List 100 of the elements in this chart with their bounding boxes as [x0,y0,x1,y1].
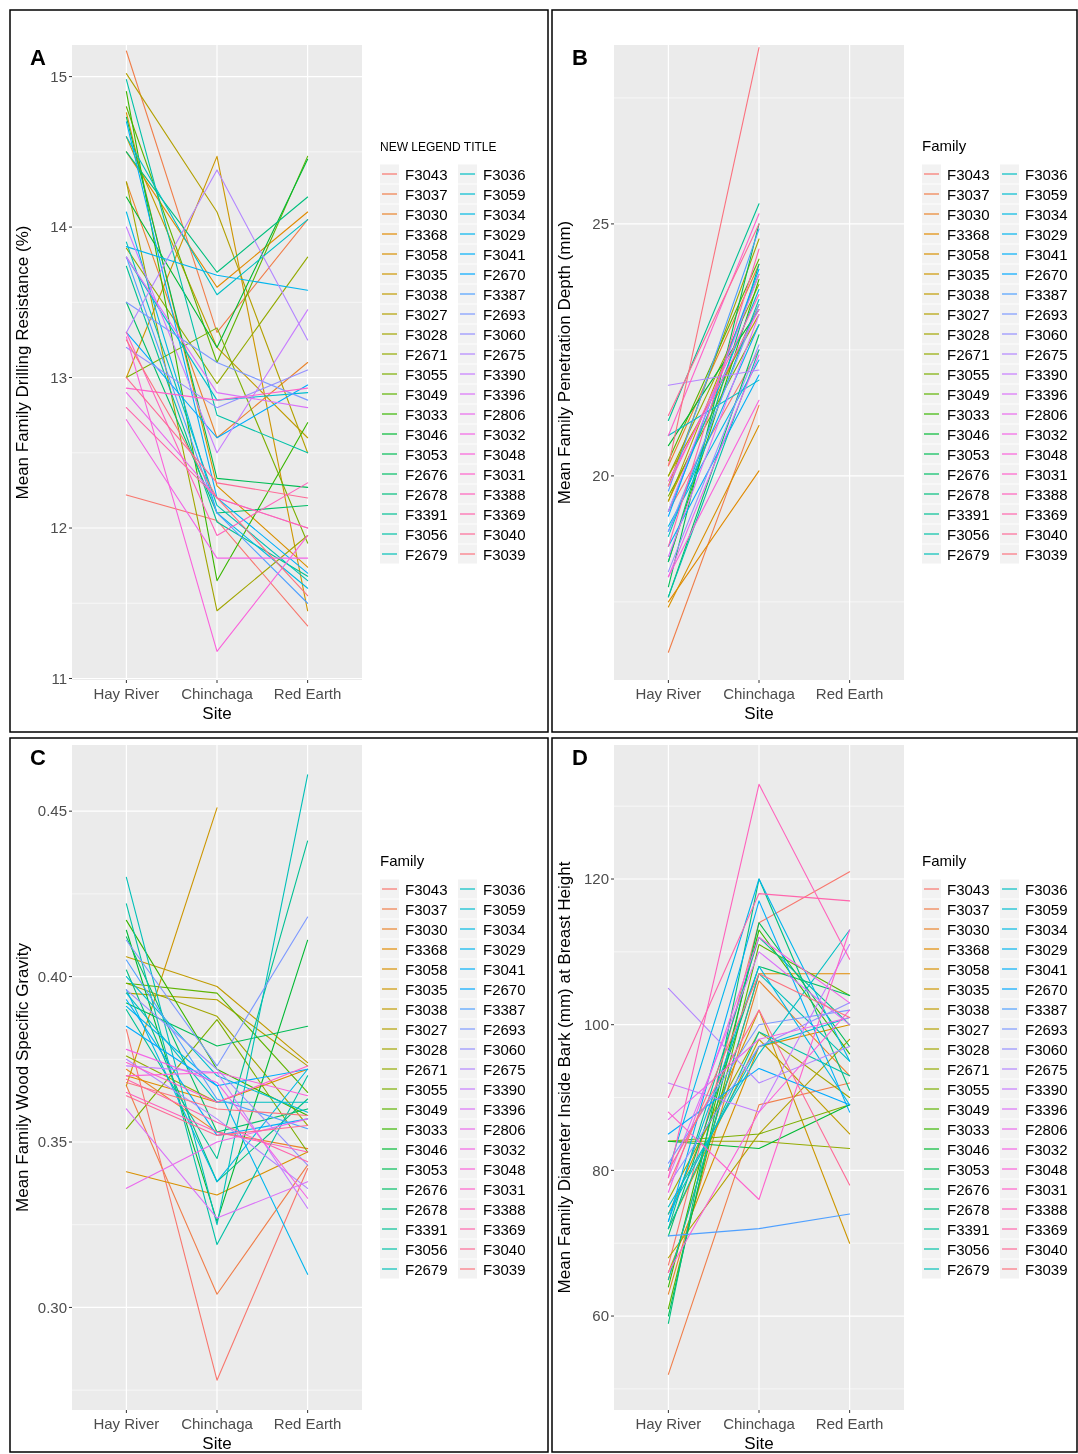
legend-label: F3028 [405,1040,448,1058]
y-tick-label: 100 [583,1015,609,1033]
legend-label: F2671 [405,1060,448,1078]
legend-label: F2670 [483,980,526,998]
y-tick-label: 20 [592,467,609,485]
legend-label: F2679 [947,1260,990,1278]
legend-label: F3058 [405,245,448,263]
x-tick-label: Hay River [635,1415,702,1432]
legend-label: F3046 [405,425,448,443]
legend-label: F3059 [483,900,526,918]
y-axis-title: Mean Family Wood Specific Gravity [13,942,32,1212]
legend-label: F2675 [1025,345,1068,363]
x-axis-title: Site [744,1434,774,1453]
legend-label: F2671 [947,1060,990,1078]
legend-label: F2693 [1025,1020,1068,1038]
legend-label: F3053 [405,445,448,463]
x-tick-label: Red Earth [815,1415,884,1432]
chart-title: C [30,745,46,770]
y-tick-label: 25 [592,215,609,233]
legend-label: F2670 [1025,265,1068,283]
y-tick-label: 13 [50,368,67,386]
legend-label: F3032 [1025,425,1068,443]
y-tick-label: 0.35 [37,1133,67,1151]
chart-title: D [572,745,588,770]
legend-label: F3029 [483,940,526,958]
legend-label: F3368 [405,940,448,958]
legend-label: F2670 [483,265,526,283]
x-axis-title: Site [202,1434,232,1453]
legend-label: F3056 [405,1240,448,1258]
legend-label: F3049 [947,385,990,403]
x-tick-label: Chinchaga [723,685,796,702]
legend-label: F3049 [405,385,448,403]
legend-label: F2679 [405,1260,448,1278]
legend-label: F3388 [483,485,526,503]
legend-label: F3030 [947,205,990,223]
legend-label: F3049 [405,1100,448,1118]
y-tick-label: 120 [583,870,609,888]
legend-label: F2678 [947,1200,990,1218]
legend-label: F3031 [483,465,526,483]
legend-label: F3043 [405,880,448,898]
legend-label: F3028 [405,325,448,343]
legend-label: F3049 [947,1100,990,1118]
legend-label: F3035 [947,980,990,998]
legend-label: F3058 [405,960,448,978]
legend-label: F3032 [1025,1140,1068,1158]
legend-label: F2675 [483,1060,526,1078]
legend-label: F3390 [1025,365,1068,383]
y-tick-label: 15 [50,67,67,85]
legend-label: F3053 [947,1160,990,1178]
legend-title: Family [922,136,967,154]
legend-label: F2678 [405,1200,448,1218]
y-tick-label: 60 [592,1307,609,1325]
legend-label: F2806 [1025,1120,1068,1138]
legend-label: F2806 [483,405,526,423]
legend-label: F3046 [947,425,990,443]
legend-label: F3038 [947,1000,990,1018]
legend-label: F2693 [1025,305,1068,323]
legend-label: F3034 [483,920,526,938]
legend-label: F3387 [1025,285,1068,303]
y-axis-title: Mean Family Drilling Resistance (%) [13,225,32,500]
legend-label: F2693 [483,1020,526,1038]
legend-label: F2675 [483,345,526,363]
legend-label: F3038 [405,1000,448,1018]
y-tick-label: 11 [51,669,67,687]
x-tick-label: Chinchaga [181,685,254,702]
legend-label: F3059 [483,185,526,203]
legend-label: F2678 [405,485,448,503]
legend-label: F3034 [483,205,526,223]
legend-label: F3391 [947,1220,990,1238]
legend-label: F2676 [405,465,448,483]
legend-label: F3387 [1025,1000,1068,1018]
legend-label: F3058 [947,960,990,978]
legend-label: F3369 [483,1220,526,1238]
x-tick-label: Hay River [93,685,160,702]
legend-label: F3390 [483,365,526,383]
legend-label: F3388 [1025,485,1068,503]
legend-label: F2676 [947,1180,990,1198]
legend-label: F3046 [947,1140,990,1158]
legend-label: F3041 [1025,960,1068,978]
legend-label: F2671 [405,345,448,363]
x-tick-label: Chinchaga [181,1415,254,1432]
legend-label: F3037 [405,185,448,203]
legend-label: F3039 [1025,1260,1068,1278]
chart-title: B [572,45,588,70]
legend-label: F3041 [483,960,526,978]
legend-label: F3028 [947,325,990,343]
legend-label: F3035 [947,265,990,283]
legend-title: Family [380,851,425,869]
legend-label: F3033 [405,405,448,423]
legend-label: F3033 [405,1120,448,1138]
legend-label: F2671 [947,345,990,363]
legend-label: F3034 [1025,205,1068,223]
y-tick-label: 0.45 [37,802,67,820]
y-tick-label: 0.30 [37,1298,67,1316]
legend-label: F3060 [483,325,526,343]
legend-label: F3037 [947,185,990,203]
legend-label: F3036 [1025,165,1068,183]
legend-label: F3388 [483,1200,526,1218]
legend-label: F2806 [483,1120,526,1138]
legend-label: F3046 [405,1140,448,1158]
